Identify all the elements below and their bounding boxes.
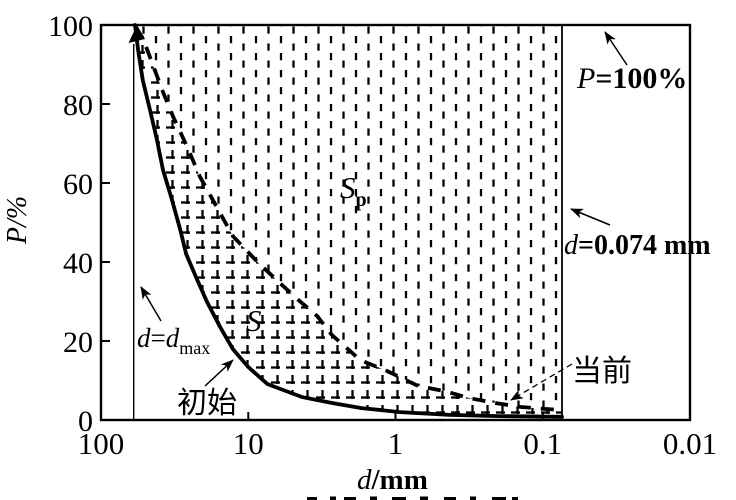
cutoff-caption-fragment	[307, 496, 518, 500]
y-tick-label: 80	[63, 89, 93, 122]
label-region-s: S	[246, 303, 262, 338]
region-s-hatch	[135, 25, 562, 417]
dmax-leader-arrow	[140, 286, 162, 322]
x-axis-ticks: 100 10 1 0.1 0.01	[78, 412, 717, 461]
y-tick-label: 0	[78, 405, 93, 438]
y-tick-label: 40	[63, 247, 93, 280]
x-axis-title: d/mm	[357, 464, 428, 496]
label-curve-initial: 初始	[177, 387, 237, 420]
curve-current	[133, 25, 563, 412]
initial-leader-arrow	[204, 359, 234, 387]
y-tick-label: 60	[63, 168, 93, 201]
label-curve-current: 当前	[572, 355, 632, 388]
x-tick-label: 100	[78, 426, 125, 461]
d0074-leader-arrow	[570, 208, 611, 226]
x-tick-label: 1	[388, 426, 404, 461]
x-tick-label: 0.1	[523, 426, 562, 461]
y-tick-label: 20	[63, 326, 93, 359]
annotation-dmax: d=dmax	[137, 323, 210, 358]
x-tick-label: 0.01	[663, 426, 717, 461]
curve-initial	[133, 23, 564, 419]
annotation-p100: P=100%	[576, 62, 687, 95]
y-tick-label: 100	[48, 10, 93, 43]
label-region-sp: Sp	[340, 170, 367, 211]
p100-leader-arrow	[604, 31, 628, 66]
current-leader-arrow	[510, 363, 573, 401]
region-sp-hatch	[135, 25, 562, 411]
y-axis-title: P/%	[2, 196, 33, 245]
annotation-d0074: d=0.074 mm	[564, 230, 711, 261]
x-tick-label: 10	[233, 426, 264, 461]
y-axis-ticks: 0 20 40 60 80 100	[48, 10, 110, 438]
